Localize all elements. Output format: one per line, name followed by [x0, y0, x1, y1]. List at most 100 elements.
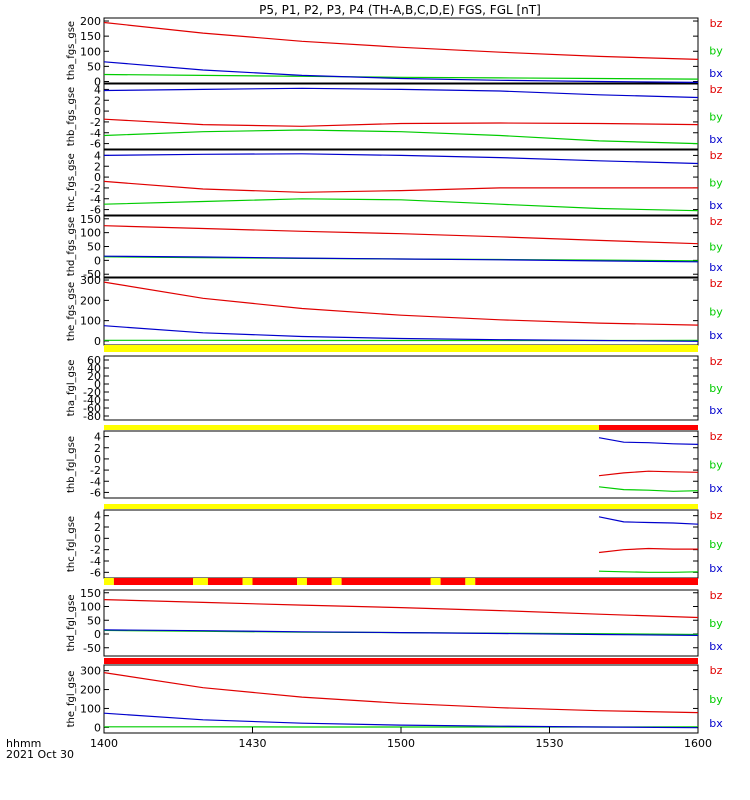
y-tick-label: -2 — [90, 182, 101, 195]
legend-bx: bx — [709, 640, 723, 653]
series-bz-line — [104, 118, 698, 127]
status-segment-yellow — [104, 345, 698, 352]
legend-bx: bx — [709, 717, 723, 730]
y-axis-label: tha_fgl_gse — [66, 360, 77, 417]
legend-bz: bz — [710, 215, 723, 228]
y-tick-label: 2 — [94, 160, 101, 173]
y-tick-label: 4 — [94, 431, 101, 444]
status-bar-4 — [104, 578, 698, 585]
legend-by: by — [709, 177, 723, 190]
status-bar-5 — [104, 658, 698, 664]
y-tick-label: 100 — [80, 702, 101, 715]
legend-by: by — [709, 382, 723, 395]
series-bz-line — [104, 21, 698, 60]
series-bx-line — [104, 255, 698, 263]
status-segment-yellow — [297, 578, 307, 585]
legend-by: by — [709, 693, 723, 706]
status-segment-yellow — [104, 425, 599, 430]
y-axis-label: the_fgl_gse — [66, 671, 77, 728]
time-axis: 1400 1430 1500 1530 1600 — [90, 727, 712, 750]
series-by-line — [598, 570, 698, 573]
y-tick-label: 100 — [80, 315, 101, 328]
x-tick-label: 1400 — [90, 737, 118, 750]
status-bar-1 — [104, 345, 698, 352]
series-by-line — [104, 129, 698, 145]
y-axis-label: thd_fgl_gse — [66, 595, 77, 652]
series-bz-line — [104, 672, 698, 714]
y-tick-label: -80 — [83, 410, 101, 423]
legend-bx: bx — [709, 562, 723, 575]
y-tick-label: 2 — [94, 94, 101, 107]
y-tick-label: 300 — [80, 665, 101, 678]
status-segment-red — [599, 425, 698, 430]
legend-bx: bx — [709, 404, 723, 417]
status-segment-red — [440, 578, 466, 585]
status-segment-red — [104, 658, 698, 664]
status-segment-yellow — [465, 578, 476, 585]
y-tick-label: -20 — [83, 386, 101, 399]
legend-by: by — [709, 459, 723, 472]
y-axis-label: thb_fgs_gse — [66, 87, 77, 146]
legend-bz: bz — [710, 509, 723, 522]
status-bar-3 — [104, 504, 698, 509]
series-bz-line — [598, 470, 698, 477]
series-bx-line — [104, 325, 698, 342]
y-tick-label: -6 — [90, 204, 101, 217]
panel-frame — [103, 215, 699, 278]
y-tick-label: -60 — [83, 402, 101, 415]
y-tick-label: -4 — [90, 475, 101, 488]
panel-frame — [103, 430, 699, 499]
status-segment-yellow — [193, 578, 208, 585]
y-tick-label: 0 — [94, 171, 101, 184]
y-tick-label: -2 — [90, 544, 101, 557]
legend-bz: bz — [710, 277, 723, 290]
legend-by: by — [709, 538, 723, 551]
legend-bx: bx — [709, 199, 723, 212]
legend-bz: bz — [710, 589, 723, 602]
status-segment-red — [252, 578, 298, 585]
x-tick-label: 1530 — [536, 737, 564, 750]
y-tick-label: 150 — [80, 213, 101, 226]
y-tick-label: 60 — [87, 354, 101, 367]
y-tick-label: 40 — [87, 362, 101, 375]
legend-by: by — [709, 45, 723, 58]
y-tick-label: 50 — [87, 241, 101, 254]
y-tick-label: 100 — [80, 601, 101, 614]
y-tick-label: 0 — [94, 105, 101, 118]
status-segment-yellow — [242, 578, 253, 585]
y-axis-label: thc_fgl_gse — [66, 516, 77, 572]
y-tick-label: -4 — [90, 555, 101, 568]
y-tick-label: 100 — [80, 45, 101, 58]
y-axis-label: thb_fgl_gse — [66, 436, 77, 493]
y-tick-label: -4 — [90, 127, 101, 140]
x-tick-label: 1500 — [387, 737, 415, 750]
legend-bz: bz — [710, 83, 723, 96]
legend-bx: bx — [709, 133, 723, 146]
y-tick-label: 0 — [94, 532, 101, 545]
y-tick-label: 150 — [80, 587, 101, 600]
y-tick-label: 50 — [87, 614, 101, 627]
y-tick-label: 4 — [94, 510, 101, 523]
legend-by: by — [709, 617, 723, 630]
x-tick-label: 1600 — [684, 737, 712, 750]
status-segment-yellow — [104, 578, 114, 585]
status-segment-yellow — [104, 504, 698, 509]
y-tick-label: 0 — [94, 254, 101, 267]
legend-bz: bz — [710, 355, 723, 368]
y-axis-label: tha_fgs_gse — [66, 21, 77, 80]
y-tick-label: 50 — [87, 60, 101, 73]
y-tick-label: -6 — [90, 486, 101, 499]
x-tick-label: 1430 — [239, 737, 267, 750]
y-tick-label: 200 — [80, 684, 101, 697]
series-bz-line — [104, 225, 698, 245]
y-tick-label: -6 — [90, 566, 101, 579]
panel-frame — [103, 149, 699, 216]
